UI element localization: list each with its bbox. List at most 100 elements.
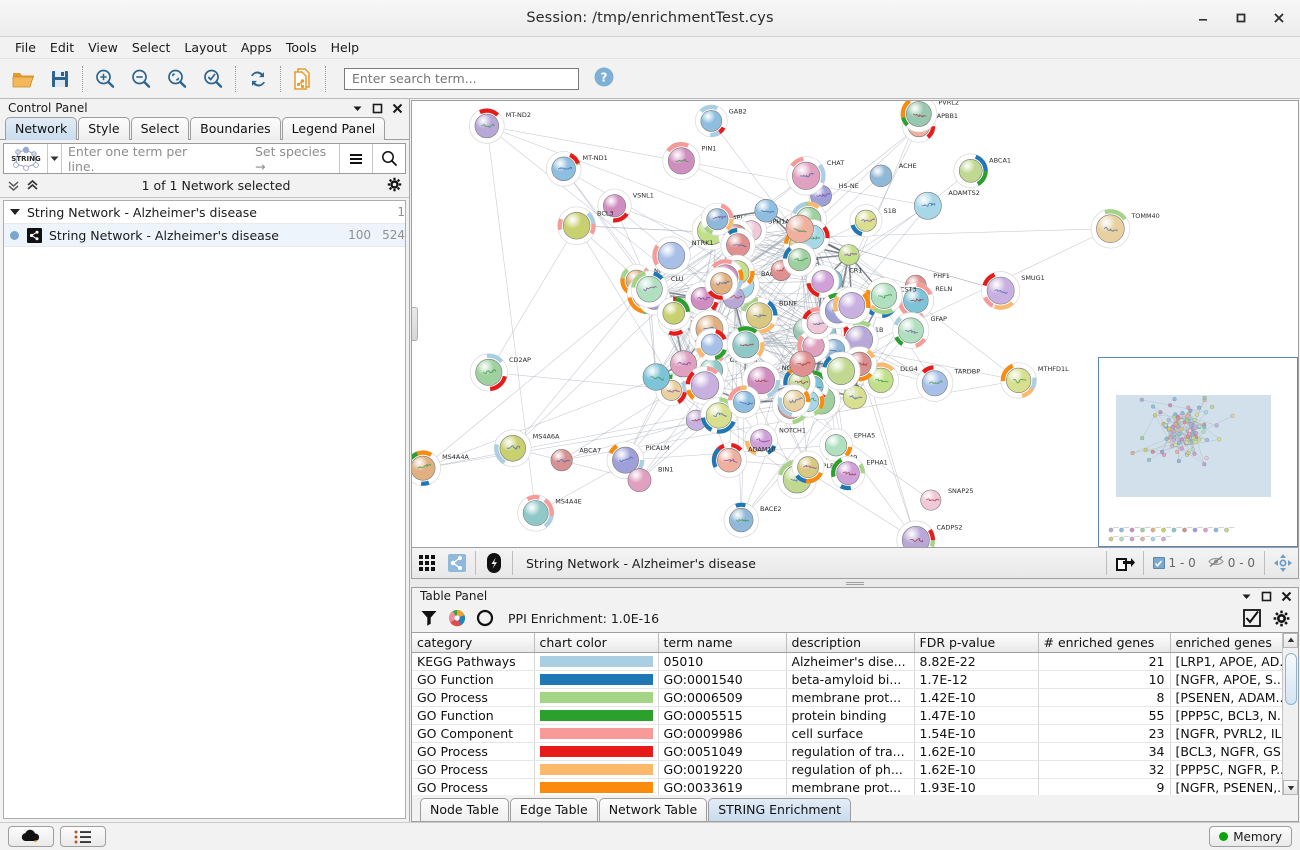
grid-layout-icon[interactable] xyxy=(412,548,442,578)
memory-status-button[interactable]: Memory xyxy=(1209,826,1292,847)
menu-tools[interactable]: Tools xyxy=(285,40,317,55)
string-logo-icon[interactable]: STRING xyxy=(4,144,48,173)
col-term-name[interactable]: term name xyxy=(658,632,787,654)
node-sphere[interactable] xyxy=(827,357,855,385)
zoom-in-icon[interactable] xyxy=(87,63,123,95)
node-sphere[interactable] xyxy=(733,390,756,413)
search-icon[interactable] xyxy=(372,144,405,173)
minimize-button[interactable] xyxy=(1192,7,1214,29)
export-network-icon[interactable] xyxy=(285,63,321,95)
node-sphere[interactable] xyxy=(662,302,685,325)
node-sphere[interactable] xyxy=(522,500,549,526)
node-sphere[interactable] xyxy=(750,429,773,452)
node-sphere[interactable] xyxy=(869,164,893,188)
zoom-out-icon[interactable] xyxy=(123,63,159,95)
graph-node[interactable]: EPHA1 xyxy=(830,455,888,491)
graph-node[interactable]: SMUG1 xyxy=(981,271,1045,310)
table-close-icon[interactable] xyxy=(1281,591,1292,602)
tab-edge-table[interactable]: Edge Table xyxy=(509,798,598,821)
graph-node[interactable]: ADAM10 xyxy=(711,442,776,478)
tab-boundaries[interactable]: Boundaries xyxy=(190,117,281,140)
graph-node[interactable] xyxy=(685,365,725,406)
graph-node[interactable]: PVRL2 xyxy=(900,101,959,133)
save-session-icon[interactable] xyxy=(42,63,78,95)
graph-node[interactable]: TOMM40 xyxy=(1090,208,1160,249)
gear-icon[interactable] xyxy=(387,177,402,195)
close-button[interactable] xyxy=(1268,7,1290,29)
node-sphere[interactable] xyxy=(700,333,723,356)
open-session-icon[interactable] xyxy=(6,63,42,95)
zoom-fit-network-icon[interactable] xyxy=(159,63,195,95)
graph-node[interactable]: MT-ND1 xyxy=(545,151,608,187)
panel-resize-handle[interactable] xyxy=(412,307,418,341)
menu-edit[interactable]: Edit xyxy=(49,40,75,55)
tab-network[interactable]: Network xyxy=(5,117,78,140)
graph-node[interactable] xyxy=(727,385,761,419)
panel-splitter[interactable] xyxy=(410,579,1300,587)
graph-node[interactable] xyxy=(865,277,903,315)
network-graph[interactable]: MT-ND2 MT-ND1 VSNL1 CD2AP MS4A4A MS4A6A MS4A4E… xyxy=(412,101,1298,548)
export-image-icon[interactable] xyxy=(1110,548,1140,578)
node-sphere[interactable] xyxy=(838,244,860,266)
graph-node[interactable] xyxy=(700,202,734,236)
table-row[interactable]: GO Process GO:0019220 regulation of ph... 1… xyxy=(412,760,1287,780)
network-canvas-view[interactable]: MT-ND2 MT-ND1 VSNL1 CD2AP MS4A4A MS4A6A MS4A4E… xyxy=(411,100,1299,548)
search-input[interactable] xyxy=(344,67,579,90)
graph-node[interactable]: ADAMTS2 xyxy=(913,189,980,220)
graph-node[interactable]: MS4A6A xyxy=(493,429,560,467)
graph-node[interactable]: BIN1 xyxy=(627,466,673,493)
node-sphere[interactable] xyxy=(690,371,720,400)
graph-node[interactable]: NGFR xyxy=(741,361,800,400)
enrichment-table-body[interactable]: KEGG Pathways 05010 Alzheimer's dise... 8.8… xyxy=(412,652,1287,795)
tab-network-table[interactable]: Network Table xyxy=(598,798,708,821)
col-enriched-genes[interactable]: enriched genes xyxy=(1170,632,1287,654)
hidden-nodes-count[interactable]: 0 - 0 xyxy=(1202,555,1261,571)
table-row[interactable]: GO Process GO:0051049 regulation of tra...… xyxy=(412,742,1287,762)
graph-node[interactable]: BCL3 xyxy=(557,206,614,245)
selected-nodes-count[interactable]: 1 - 0 xyxy=(1147,556,1202,570)
help-icon[interactable]: ? xyxy=(593,66,615,91)
graph-nodes[interactable]: MT-ND2 MT-ND1 VSNL1 CD2AP MS4A4A MS4A6A MS4A4E… xyxy=(412,101,1160,548)
scroll-up-arrow-icon[interactable] xyxy=(1283,632,1298,648)
table-vertical-scrollbar[interactable] xyxy=(1282,632,1298,795)
expand-triangle-icon[interactable] xyxy=(10,209,20,215)
birds-eye-view[interactable] xyxy=(1098,357,1298,547)
tab-node-table[interactable]: Node Table xyxy=(420,798,509,821)
graph-node[interactable] xyxy=(805,264,840,299)
refresh-icon[interactable] xyxy=(240,63,276,95)
menu-file[interactable]: File xyxy=(15,40,36,55)
share-network-icon[interactable] xyxy=(442,548,472,578)
node-sphere[interactable] xyxy=(412,455,436,481)
graph-node[interactable] xyxy=(720,227,756,263)
node-sphere[interactable] xyxy=(706,208,729,231)
node-sphere[interactable] xyxy=(789,350,816,377)
node-sphere[interactable] xyxy=(562,212,591,240)
graph-node[interactable]: BACE2 xyxy=(723,502,782,538)
gear-icon[interactable] xyxy=(1273,610,1290,627)
node-sphere[interactable] xyxy=(788,248,811,272)
collapse-all-icon[interactable] xyxy=(7,179,20,192)
node-sphere[interactable] xyxy=(670,350,697,378)
node-sphere[interactable] xyxy=(797,456,819,479)
zoom-fit-selected-icon[interactable] xyxy=(195,63,231,95)
graph-node[interactable]: ABCA7 xyxy=(550,446,601,472)
table-row[interactable]: GO Function GO:0001540 beta-amyloid bi... 1… xyxy=(412,670,1287,690)
panel-float-icon[interactable] xyxy=(372,103,383,114)
graph-node[interactable] xyxy=(704,266,739,301)
graph-node[interactable] xyxy=(754,199,778,223)
graph-node[interactable] xyxy=(642,363,670,391)
col-category[interactable]: category xyxy=(412,632,535,654)
node-sphere[interactable] xyxy=(870,282,898,309)
graph-node[interactable]: CD2AP xyxy=(469,353,531,392)
task-list-icon[interactable] xyxy=(60,826,106,847)
node-sphere[interactable] xyxy=(499,434,527,462)
annotation-icon[interactable] xyxy=(479,548,509,578)
node-sphere[interactable] xyxy=(603,194,627,218)
graph-node[interactable] xyxy=(821,351,861,391)
panel-menu-chevron-down-icon[interactable] xyxy=(352,103,363,114)
graph-node[interactable] xyxy=(782,242,817,277)
node-sphere[interactable] xyxy=(551,156,576,182)
node-sphere[interactable] xyxy=(1006,367,1032,393)
graph-node[interactable] xyxy=(670,350,697,378)
network-tree-list[interactable]: String Network - Alzheimer's disease 1 S… xyxy=(3,200,406,819)
